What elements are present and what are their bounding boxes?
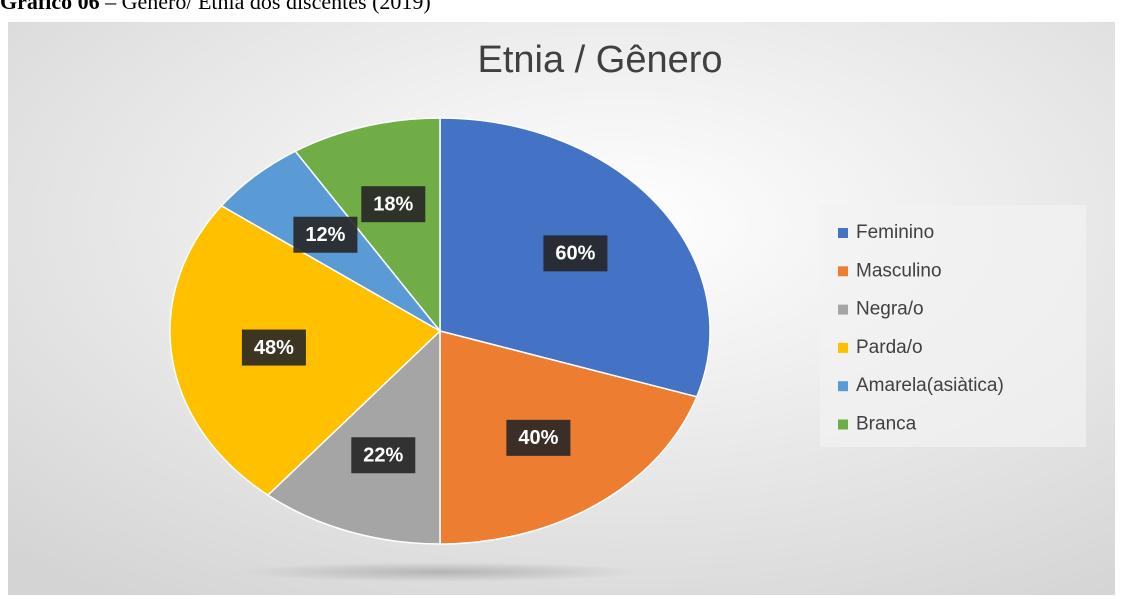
data-label: 12% xyxy=(305,224,345,246)
legend-label: Negra/o xyxy=(856,299,924,320)
legend-swatch xyxy=(838,228,848,238)
legend-box xyxy=(820,205,1086,447)
caption-label: Gráfico 06 xyxy=(0,0,100,14)
chart-title: Etnia / Gênero xyxy=(477,39,722,81)
data-label-box xyxy=(241,329,306,366)
legend-label: Amarela(asiàtica) xyxy=(856,375,1004,396)
data-label-box xyxy=(293,216,358,253)
data-label: 40% xyxy=(518,427,558,449)
caption: Gráfico 06 – Gênero/ Etnia dos discentes… xyxy=(0,0,431,14)
data-label: 48% xyxy=(254,337,294,359)
data-label: 18% xyxy=(373,193,413,215)
data-label-box xyxy=(351,437,416,474)
caption-text: – Gênero/ Etnia dos discentes (2019) xyxy=(104,0,431,14)
legend-swatch xyxy=(838,419,848,430)
legend-label: Feminino xyxy=(856,222,934,243)
legend-label: Parda/o xyxy=(856,337,923,358)
data-label-box xyxy=(543,235,608,272)
data-label-box xyxy=(361,186,426,223)
legend-swatch xyxy=(838,381,848,392)
legend-swatch xyxy=(838,342,848,353)
legend-label: Branca xyxy=(856,414,917,435)
legend-swatch xyxy=(838,266,848,277)
pie-shadow xyxy=(240,562,640,582)
data-label-box xyxy=(506,419,571,456)
legend-swatch xyxy=(838,304,848,315)
legend-label: Masculino xyxy=(856,260,942,281)
data-label: 22% xyxy=(363,445,403,467)
pie-slice xyxy=(294,117,441,334)
data-label: 60% xyxy=(555,243,595,265)
